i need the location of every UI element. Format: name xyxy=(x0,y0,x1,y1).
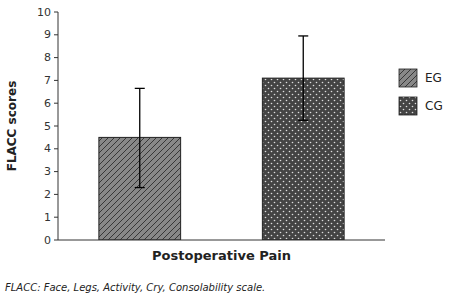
bar xyxy=(99,137,181,240)
legend-swatch xyxy=(399,69,417,87)
legend: EG CG xyxy=(399,69,443,115)
error-cap-up xyxy=(135,88,145,89)
footnote: FLACC: Face, Legs, Activity, Cry, Consol… xyxy=(5,282,265,293)
y-tick xyxy=(54,80,58,81)
error-cap-down xyxy=(135,187,145,188)
legend-label: CG xyxy=(425,99,443,113)
y-tick-label: 8 xyxy=(44,51,51,64)
error-bar-up xyxy=(303,36,304,78)
y-tick-label: 1 xyxy=(44,211,51,224)
error-bar-up xyxy=(139,88,140,137)
y-tick xyxy=(54,126,58,127)
y-tick xyxy=(54,240,58,241)
y-tick xyxy=(54,103,58,104)
y-tick-label: 5 xyxy=(44,120,51,133)
error-bar-down xyxy=(139,137,140,187)
y-tick-label: 2 xyxy=(44,188,51,201)
y-tick-label: 6 xyxy=(44,97,51,110)
y-tick-label: 3 xyxy=(44,165,51,178)
error-cap-up xyxy=(298,35,308,36)
y-tick xyxy=(54,12,58,13)
legend-swatch xyxy=(399,97,417,115)
y-tick xyxy=(54,217,58,218)
y-tick xyxy=(54,57,58,58)
y-tick-label: 4 xyxy=(44,142,51,155)
error-bar-down xyxy=(303,78,304,120)
y-axis-label: FLACC scores xyxy=(5,81,19,172)
bar xyxy=(262,78,344,240)
y-tick-label: 9 xyxy=(44,28,51,41)
y-tick xyxy=(54,194,58,195)
y-tick-label: 7 xyxy=(44,74,51,87)
x-axis-label: Postoperative Pain xyxy=(152,248,291,263)
error-bar xyxy=(298,36,308,120)
y-tick-label: 10 xyxy=(37,6,51,19)
y-tick-label: 0 xyxy=(44,234,51,247)
chart-svg: 0 1 2 3 4 5 6 7 8 9 10 FLACC scores Postoperative Pa… xyxy=(0,0,474,297)
y-tick xyxy=(54,148,58,149)
error-cap-down xyxy=(298,120,308,121)
y-tick xyxy=(54,171,58,172)
chart-container: 0 1 2 3 4 5 6 7 8 9 10 FLACC scores Postoperative Pa… xyxy=(0,0,474,297)
legend-label: EG xyxy=(425,71,442,85)
x-axis-line xyxy=(58,240,385,241)
error-bar xyxy=(135,88,145,187)
y-tick xyxy=(54,34,58,35)
bars xyxy=(99,36,344,240)
